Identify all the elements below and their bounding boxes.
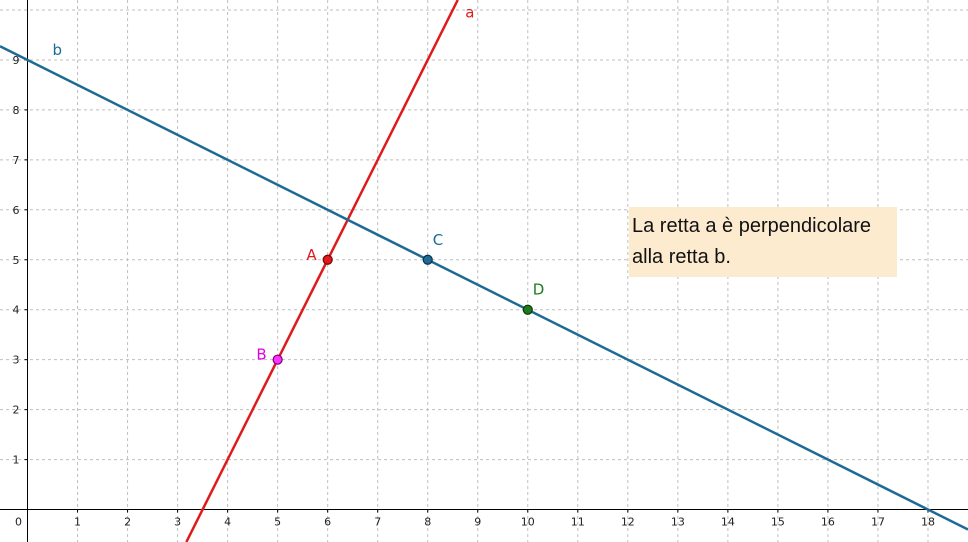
x-tick-label: 14 <box>721 516 735 529</box>
line-a <box>185 0 459 542</box>
x-tick-label: 3 <box>174 516 181 529</box>
point-label-C: C <box>433 231 443 249</box>
point-label-D: D <box>533 281 545 299</box>
y-tick-label: 5 <box>13 254 20 267</box>
y-tick-label: 3 <box>13 354 20 367</box>
x-tick-label: 12 <box>621 516 635 529</box>
point-A <box>322 254 333 265</box>
point-label-A: A <box>306 246 317 264</box>
x-tick-label: 9 <box>474 516 481 529</box>
x-tick-label: 15 <box>771 516 785 529</box>
y-tick-label: 4 <box>13 304 20 317</box>
line-b <box>0 45 968 531</box>
line-label-a: a <box>465 3 474 21</box>
y-tick-label: 8 <box>13 104 20 117</box>
x-tick-label: 7 <box>374 516 381 529</box>
y-tick-label: 7 <box>13 154 20 167</box>
y-tick-label: 1 <box>13 454 20 467</box>
note-line-2: alla retta b. <box>632 246 731 268</box>
x-tick-label: 17 <box>871 516 885 529</box>
x-tick-label: 2 <box>124 516 131 529</box>
x-tick-label: 11 <box>571 516 585 529</box>
point-D <box>522 304 533 315</box>
note-box: La retta a è perpendicolare alla retta b… <box>629 207 897 277</box>
y-tick-label: 6 <box>13 204 20 217</box>
x-tick-label: 10 <box>521 516 535 529</box>
point-B <box>272 354 283 365</box>
x-tick-label: 18 <box>921 516 935 529</box>
point-label-B: B <box>256 346 266 364</box>
x-tick-label: 5 <box>274 516 281 529</box>
y-tick-label: 2 <box>13 404 20 417</box>
x-tick-label: 1 <box>74 516 81 529</box>
points: A B C D <box>256 231 545 365</box>
note-line-1: La retta a è perpendicolare <box>632 215 872 237</box>
x-tick-label: 8 <box>424 516 431 529</box>
x-tick-label: 13 <box>671 516 685 529</box>
y-tick-label: 9 <box>13 54 20 67</box>
x-tick-label: 4 <box>224 516 231 529</box>
line-label-b: b <box>53 41 63 59</box>
point-C <box>422 254 433 265</box>
x-tick-label: 0 <box>15 516 22 529</box>
x-tick-label: 6 <box>324 516 331 529</box>
x-tick-label: 16 <box>821 516 835 529</box>
